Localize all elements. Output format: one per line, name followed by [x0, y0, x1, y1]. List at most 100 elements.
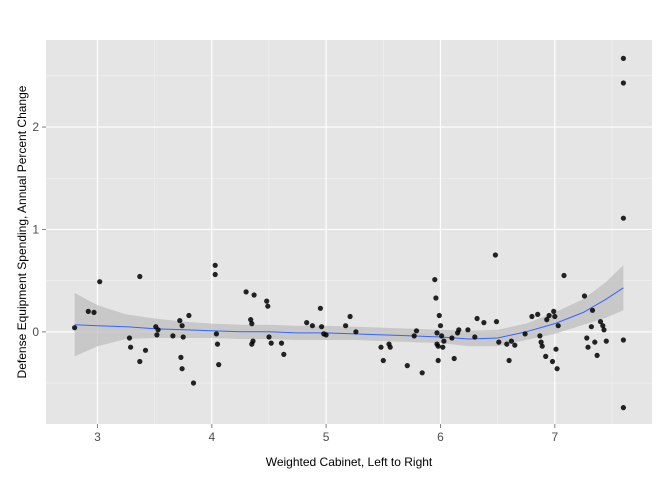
data-point — [178, 354, 184, 360]
data-point — [592, 339, 598, 345]
data-point — [411, 333, 417, 339]
data-point — [249, 321, 255, 327]
data-point — [179, 323, 185, 329]
data-point — [435, 343, 441, 349]
data-point — [553, 346, 559, 352]
data-point — [472, 334, 478, 340]
data-point — [440, 344, 446, 350]
y-tick-label: 1 — [32, 222, 39, 236]
data-point — [522, 331, 528, 337]
data-point — [353, 329, 359, 335]
data-point — [419, 370, 425, 376]
data-point — [413, 328, 420, 334]
data-point — [85, 308, 91, 314]
data-point — [441, 338, 447, 344]
data-point — [456, 327, 462, 333]
data-point — [212, 262, 218, 268]
data-point — [603, 338, 609, 344]
data-point — [154, 332, 160, 338]
data-point — [137, 358, 143, 365]
data-point — [177, 318, 183, 324]
minor-grid — [46, 40, 652, 424]
data-point — [561, 272, 567, 279]
data-point — [600, 323, 606, 329]
y-axis: 0 1 2 — [32, 120, 46, 339]
data-point — [128, 344, 134, 350]
data-point — [266, 334, 272, 340]
y-tick-label: 2 — [32, 120, 39, 134]
data-point — [323, 332, 329, 338]
data-point — [216, 362, 222, 368]
data-point — [265, 303, 271, 309]
data-point — [433, 295, 439, 301]
data-point — [601, 327, 607, 333]
x-tick-label: 3 — [94, 430, 101, 444]
data-point — [387, 344, 393, 350]
data-point — [97, 279, 103, 285]
data-point — [594, 352, 600, 358]
data-point — [543, 353, 549, 359]
data-point — [264, 298, 270, 304]
data-point — [186, 312, 192, 319]
data-point — [555, 323, 561, 329]
y-tick-label: 0 — [32, 325, 39, 339]
data-point — [589, 307, 596, 313]
data-point — [504, 341, 510, 347]
data-point — [248, 317, 254, 323]
data-point — [137, 273, 143, 280]
data-point — [435, 357, 441, 364]
data-point — [343, 323, 349, 329]
x-tick-label: 5 — [323, 430, 330, 444]
data-point — [304, 320, 310, 326]
data-point — [155, 327, 161, 333]
data-point — [620, 337, 627, 343]
data-point — [554, 366, 560, 372]
data-point — [180, 334, 186, 340]
data-point — [549, 358, 556, 365]
data-point — [508, 338, 514, 344]
data-point — [512, 342, 518, 348]
data-point — [620, 215, 627, 221]
data-point — [212, 271, 218, 278]
data-point — [584, 335, 590, 341]
data-point — [620, 80, 627, 86]
data-point — [380, 357, 386, 364]
data-point — [539, 343, 545, 349]
data-point — [317, 305, 323, 311]
x-tick-label: 7 — [551, 430, 558, 444]
data-point — [432, 277, 438, 283]
data-point — [588, 324, 595, 330]
data-point — [496, 339, 502, 345]
data-point — [404, 363, 410, 369]
data-point — [142, 347, 149, 353]
x-axis-title: Weighted Cabinet, Left to Right — [266, 455, 433, 469]
data-point — [126, 335, 133, 341]
data-point — [250, 338, 256, 344]
data-point — [529, 313, 535, 320]
data-point — [439, 333, 445, 339]
data-point — [544, 317, 550, 323]
data-point — [268, 340, 274, 346]
data-point — [278, 340, 285, 346]
data-point — [493, 319, 500, 325]
data-point — [91, 309, 97, 315]
points-layer — [72, 55, 627, 411]
x-tick-label: 4 — [208, 430, 215, 444]
data-point — [506, 357, 512, 364]
data-point — [535, 311, 541, 317]
data-point — [474, 315, 480, 322]
data-point — [72, 325, 78, 331]
data-point — [492, 252, 498, 258]
data-point — [552, 313, 558, 320]
data-point — [546, 312, 552, 319]
data-point — [551, 308, 557, 314]
data-point — [436, 312, 442, 319]
data-point — [620, 405, 627, 411]
plot-panel — [46, 40, 652, 424]
x-axis: 3 4 5 6 7 — [94, 424, 558, 444]
data-point — [347, 313, 353, 320]
data-point — [251, 292, 257, 298]
data-point — [597, 319, 604, 325]
y-axis-title: Defense Equipment Spending, Annual Perce… — [15, 85, 29, 378]
